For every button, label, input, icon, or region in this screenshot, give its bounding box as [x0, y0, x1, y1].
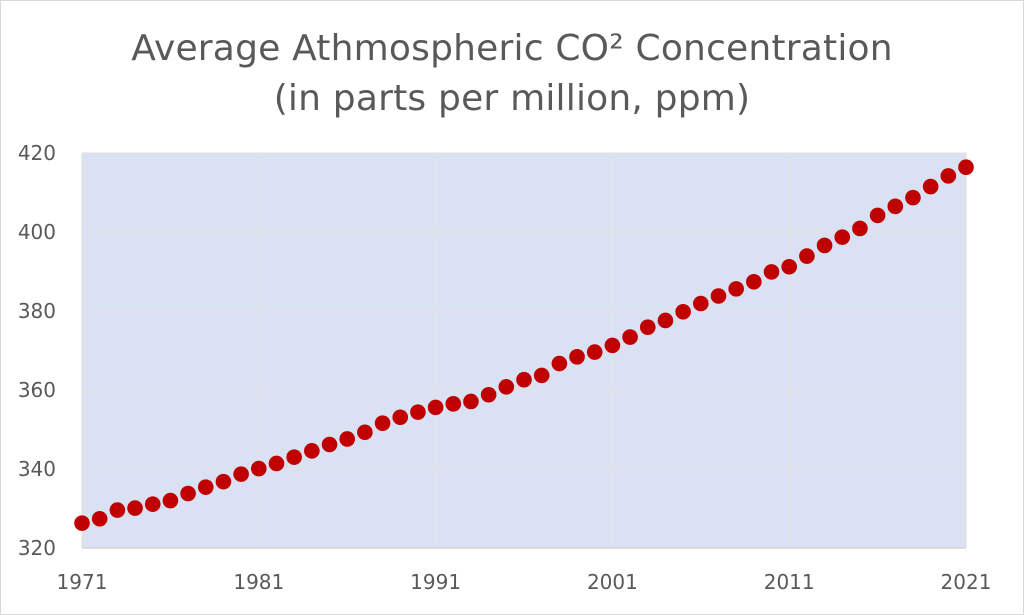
data-point — [357, 424, 373, 441]
y-tick-label: 360 — [18, 378, 56, 402]
y-tick-label: 420 — [18, 141, 56, 165]
data-point — [498, 379, 515, 395]
plot-area — [82, 153, 966, 548]
data-point — [374, 415, 391, 431]
data-point — [445, 396, 462, 412]
data-point — [746, 273, 762, 290]
data-point — [639, 319, 656, 335]
data-point — [799, 248, 815, 264]
y-tick-label: 340 — [18, 457, 56, 481]
data-point — [586, 344, 603, 360]
data-point — [250, 460, 267, 477]
data-point — [304, 443, 320, 459]
data-point — [869, 207, 886, 224]
chart-title-block: Average Athmospheric CO² Concentration (… — [0, 24, 1024, 124]
data-point — [427, 399, 444, 416]
chart-subtitle: (in parts per million, ppm) — [273, 78, 751, 119]
data-point — [604, 337, 621, 354]
data-point — [622, 329, 638, 345]
data-point — [286, 449, 302, 465]
x-tick-label: 2011 — [764, 570, 815, 594]
data-point — [233, 466, 249, 482]
data-point — [693, 295, 709, 312]
data-point — [268, 455, 285, 472]
data-point — [109, 502, 126, 518]
data-point — [816, 237, 833, 254]
data-point — [657, 312, 674, 329]
data-point — [728, 281, 744, 297]
x-tick-label: 2001 — [587, 570, 638, 594]
data-point — [675, 303, 691, 320]
data-point — [480, 386, 497, 403]
x-tick-label: 1971 — [57, 570, 108, 594]
data-point — [410, 404, 426, 420]
data-point — [180, 485, 196, 502]
data-point — [127, 500, 143, 516]
data-point — [905, 189, 921, 206]
data-points — [74, 159, 974, 531]
y-tick-label: 380 — [18, 299, 56, 323]
data-point — [321, 436, 338, 453]
data-point — [463, 393, 479, 410]
data-point — [569, 349, 585, 365]
data-point — [922, 178, 939, 195]
data-point — [852, 220, 868, 237]
data-point — [392, 409, 409, 426]
data-point — [940, 168, 957, 184]
y-tick-label: 400 — [18, 220, 56, 244]
data-point — [91, 510, 108, 527]
data-point — [763, 264, 780, 280]
data-point — [887, 198, 904, 215]
data-point — [958, 159, 974, 176]
data-point — [516, 371, 532, 388]
data-point — [834, 229, 851, 245]
data-point — [710, 288, 727, 304]
x-tick-label: 2021 — [941, 570, 992, 594]
data-point — [215, 473, 232, 490]
data-point — [551, 355, 568, 372]
data-point — [162, 492, 179, 509]
data-point — [533, 367, 550, 384]
data-point — [74, 515, 90, 531]
data-point — [781, 258, 797, 275]
x-tick-label: 1991 — [410, 570, 461, 594]
chart-title: Average Athmospheric CO² Concentration — [131, 28, 893, 69]
data-point — [144, 496, 161, 512]
x-tick-label: 1981 — [233, 570, 284, 594]
y-tick-label: 320 — [18, 536, 56, 560]
x-axis-ticks: 1971 1981 1991 2001 2011 2021 — [57, 570, 992, 594]
data-point — [197, 479, 214, 495]
y-axis-ticks: 320 340 360 380 400 420 — [18, 141, 56, 560]
data-point — [339, 431, 356, 447]
